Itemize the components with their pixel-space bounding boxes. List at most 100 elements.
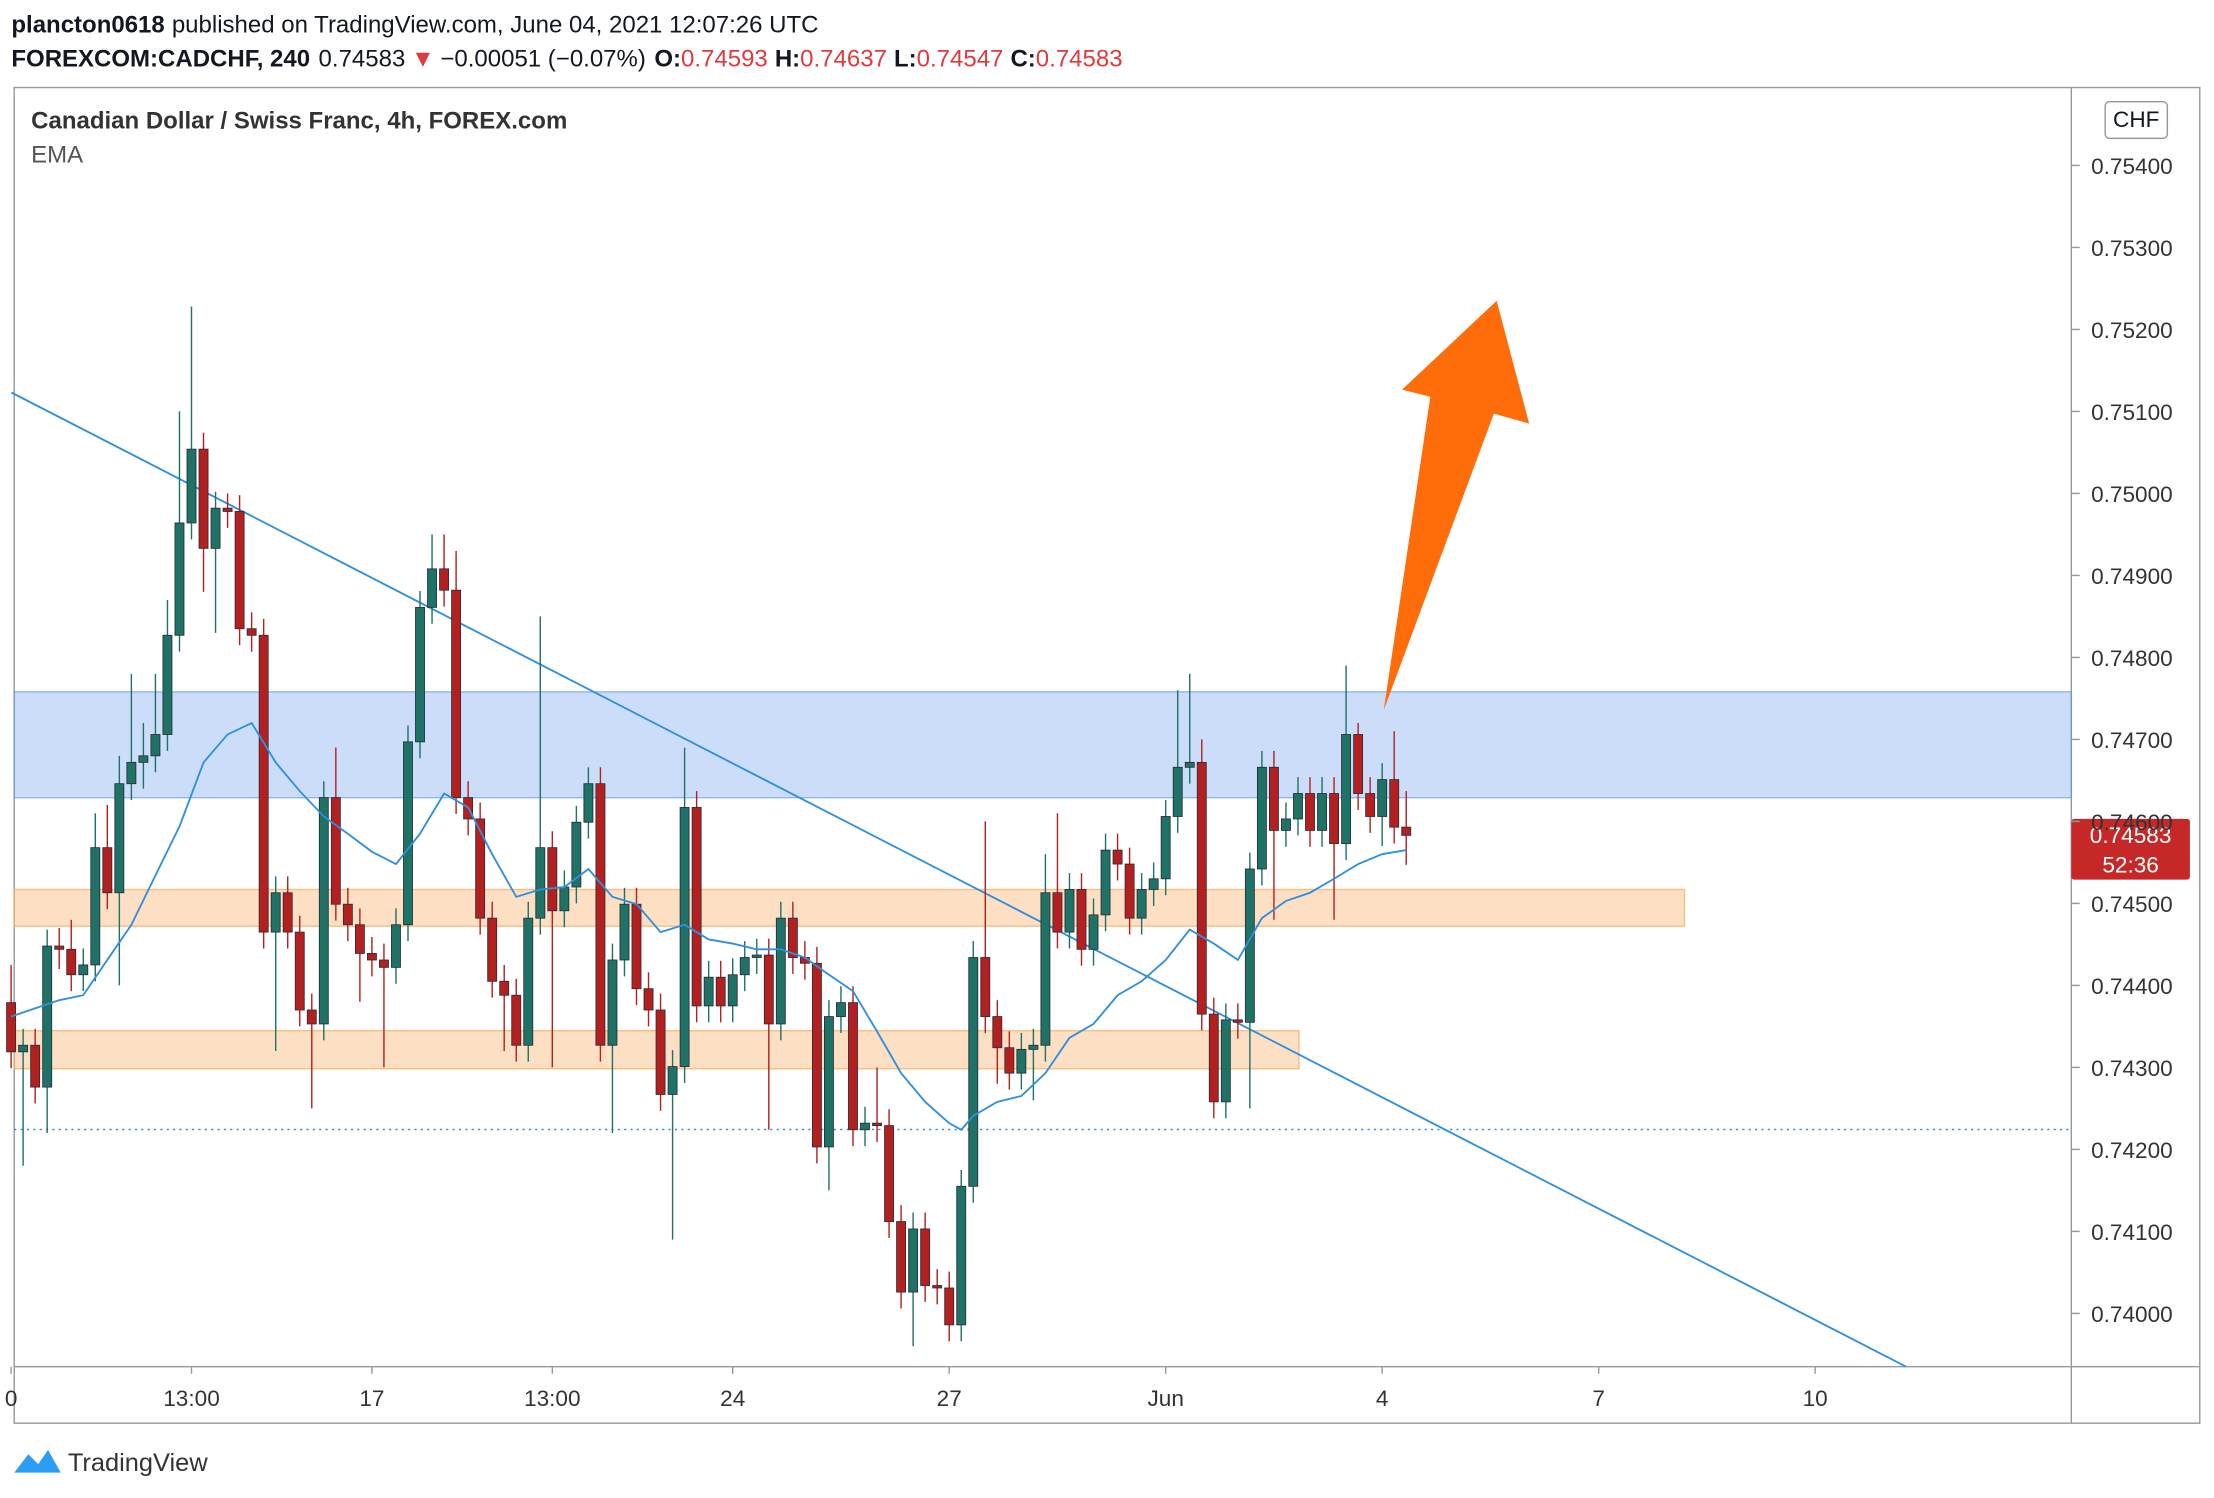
candle-body bbox=[1136, 889, 1147, 919]
candle-body bbox=[1052, 892, 1063, 933]
candle-body bbox=[306, 1009, 317, 1025]
candle-body bbox=[908, 1228, 919, 1293]
x-tick-label: 4 bbox=[1376, 1386, 1389, 1411]
candle-body bbox=[246, 628, 257, 636]
candle-body bbox=[1377, 779, 1388, 817]
symbol-line: FOREXCOM:CADCHF, 240 0.74583 ▼ −0.00051 (−0… bbox=[11, 45, 1122, 72]
x-tick-label: 17 bbox=[359, 1386, 384, 1411]
x-tick-label: 0 bbox=[5, 1386, 18, 1411]
candle-body bbox=[1124, 863, 1135, 919]
candle-body bbox=[1353, 734, 1364, 794]
candle-body bbox=[1365, 793, 1376, 817]
chart-title: Canadian Dollar / Swiss Franc, 4h, FOREX… bbox=[31, 107, 567, 134]
candle-body bbox=[415, 606, 425, 743]
candle-body bbox=[475, 818, 486, 919]
x-tick-label: 13:00 bbox=[524, 1386, 581, 1411]
candle-body bbox=[775, 917, 786, 1025]
candle-body bbox=[451, 589, 462, 799]
close-key: C: bbox=[1010, 45, 1035, 72]
candle-body bbox=[30, 1044, 41, 1088]
candle-body bbox=[174, 522, 185, 636]
published-info: published on TradingView.com, June 04, 2… bbox=[172, 11, 819, 38]
candle-body bbox=[1317, 793, 1327, 831]
candle-body bbox=[787, 917, 798, 958]
candle-body bbox=[655, 1009, 666, 1095]
low-key: L: bbox=[894, 45, 917, 72]
y-tick-label: 0.75200 bbox=[2091, 318, 2173, 343]
y-tick-label: 0.74000 bbox=[2091, 1302, 2173, 1327]
high-key: H: bbox=[775, 45, 800, 72]
candle-body bbox=[1064, 889, 1075, 933]
candle-body bbox=[884, 1125, 895, 1222]
candle-body bbox=[354, 924, 365, 954]
candle-body bbox=[920, 1228, 931, 1286]
candle-body bbox=[691, 807, 702, 1007]
candle-body bbox=[1220, 1019, 1231, 1103]
candle-body bbox=[1329, 793, 1339, 844]
candle-body bbox=[258, 634, 269, 933]
candle-body bbox=[1172, 766, 1183, 817]
candle-body bbox=[1305, 793, 1315, 831]
candle-body bbox=[126, 761, 137, 785]
candle-body bbox=[366, 953, 377, 961]
high-value: 0.74637 bbox=[800, 45, 887, 72]
candle-body bbox=[1232, 1019, 1243, 1023]
candle-body bbox=[6, 1002, 17, 1053]
y-tick-label: 0.74400 bbox=[2091, 974, 2173, 999]
candle-body bbox=[860, 1122, 870, 1131]
candle-body bbox=[1196, 761, 1207, 1015]
candle-body bbox=[1040, 892, 1051, 1046]
candle-body bbox=[282, 892, 293, 933]
y-tick-label: 0.74200 bbox=[2091, 1138, 2173, 1163]
candle-body bbox=[571, 821, 582, 888]
x-tick-label: Jun bbox=[1147, 1386, 1183, 1411]
candle-body bbox=[1112, 849, 1123, 865]
y-tick-label: 0.74300 bbox=[2091, 1056, 2173, 1081]
currency: CHF bbox=[2113, 107, 2159, 132]
candle-body bbox=[583, 783, 594, 823]
candle-body bbox=[1016, 1048, 1027, 1074]
candle-body bbox=[66, 948, 77, 976]
candle-body bbox=[1160, 816, 1171, 880]
last-price: 0.74583 bbox=[319, 45, 406, 72]
y-tick-label: 0.75100 bbox=[2091, 400, 2173, 425]
candle-body bbox=[294, 931, 305, 1011]
candle-body bbox=[18, 1044, 29, 1053]
candle-body bbox=[150, 734, 161, 757]
candle-body bbox=[90, 847, 101, 966]
candle-body bbox=[102, 847, 113, 894]
candle-body bbox=[270, 892, 281, 933]
candle-body bbox=[499, 980, 510, 996]
candle-body bbox=[1389, 779, 1400, 828]
x-tick-label: 7 bbox=[1592, 1386, 1605, 1411]
candle-body bbox=[848, 1002, 858, 1131]
candle-body bbox=[727, 974, 738, 1007]
candle-body bbox=[631, 903, 642, 990]
candle-body bbox=[811, 962, 822, 1148]
y-tick-label: 0.74500 bbox=[2091, 892, 2173, 917]
x-tick-label: 24 bbox=[720, 1386, 745, 1411]
candle-body bbox=[1148, 878, 1159, 890]
price-badge-value: 0.74583 bbox=[2090, 823, 2172, 848]
candle-body bbox=[872, 1122, 882, 1127]
candle-body bbox=[992, 1016, 1003, 1049]
candle-body bbox=[511, 994, 522, 1046]
candle-body bbox=[547, 847, 558, 912]
y-tick-label: 0.75000 bbox=[2091, 482, 2173, 507]
candle-body bbox=[896, 1221, 907, 1293]
candle-body bbox=[379, 959, 389, 968]
forecast-arrow bbox=[1383, 300, 1530, 711]
candle-body bbox=[643, 988, 654, 1011]
candle-body bbox=[1281, 818, 1291, 831]
candle-body bbox=[1184, 761, 1195, 768]
ema-line bbox=[10, 721, 1407, 1131]
candle-body bbox=[487, 917, 498, 982]
candle-body bbox=[980, 957, 991, 1017]
plot bbox=[6, 306, 1412, 1347]
logo bbox=[14, 1449, 61, 1473]
currency-box bbox=[2104, 100, 2169, 140]
candle-body bbox=[956, 1185, 967, 1326]
change-arrow: ▼ bbox=[411, 45, 435, 72]
open-value: 0.74593 bbox=[681, 45, 768, 72]
